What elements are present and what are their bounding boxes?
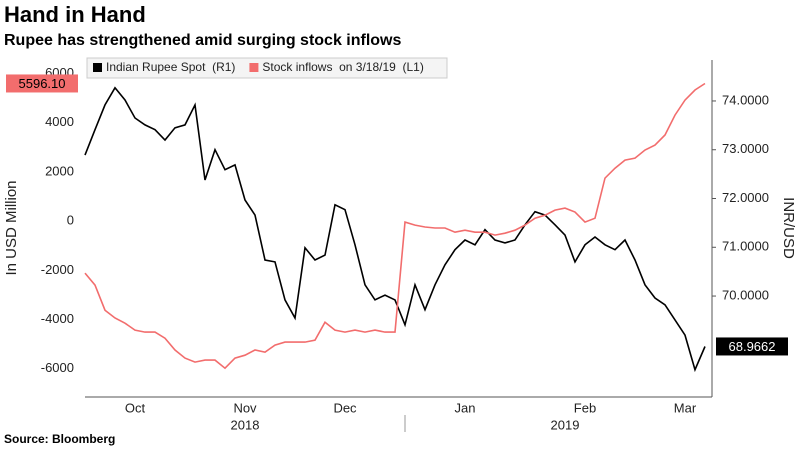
y2-tick-label: 74.0000 bbox=[722, 92, 769, 107]
legend-label: Indian Rupee Spot (R1) bbox=[106, 60, 235, 74]
y-tick-label: -4000 bbox=[41, 311, 74, 326]
y-tick-label: 2000 bbox=[45, 163, 74, 178]
y2-tick-label: 70.0000 bbox=[722, 287, 769, 302]
x-tick-label: Jan bbox=[455, 400, 476, 415]
y-tick-label: -6000 bbox=[41, 360, 74, 375]
series-line bbox=[84, 82, 706, 370]
legend-swatch bbox=[93, 63, 102, 72]
y-tick-label: 4000 bbox=[45, 114, 74, 129]
y2-tick-label: 72.0000 bbox=[722, 190, 769, 205]
x-tick-label: Nov bbox=[233, 400, 257, 415]
x-tick-label: Feb bbox=[574, 400, 596, 415]
y-tick-label: 0 bbox=[67, 213, 74, 228]
x-tick-label: Oct bbox=[125, 400, 146, 415]
y-tick-label: -2000 bbox=[41, 262, 74, 277]
series-line bbox=[84, 86, 706, 373]
end-label-box bbox=[6, 74, 78, 93]
x-tick-label: Dec bbox=[333, 400, 357, 415]
chart-subtitle: Rupee has strengthened amid surging stoc… bbox=[4, 32, 402, 49]
legend-label: Stock inflows on 3/18/19 (L1) bbox=[262, 60, 423, 74]
y2-axis-title: INR/USD bbox=[780, 197, 797, 259]
y-axis-title: In USD Million bbox=[3, 180, 20, 275]
legend-box bbox=[86, 57, 448, 79]
y2-tick-label: 73.0000 bbox=[722, 141, 769, 156]
end-label-box bbox=[716, 337, 788, 356]
source: Source: Bloomberg bbox=[4, 432, 115, 446]
x-tick-label: Mar bbox=[674, 400, 697, 415]
end-label: 68.9662 bbox=[729, 339, 776, 354]
y2-tick-label: 71.0000 bbox=[722, 239, 769, 254]
legend-swatch bbox=[249, 63, 259, 72]
year-label: 2019 bbox=[551, 417, 580, 432]
end-label: 5596.10 bbox=[19, 76, 66, 91]
year-label: 2018 bbox=[231, 417, 260, 432]
chart-title: Hand in Hand bbox=[4, 2, 146, 27]
